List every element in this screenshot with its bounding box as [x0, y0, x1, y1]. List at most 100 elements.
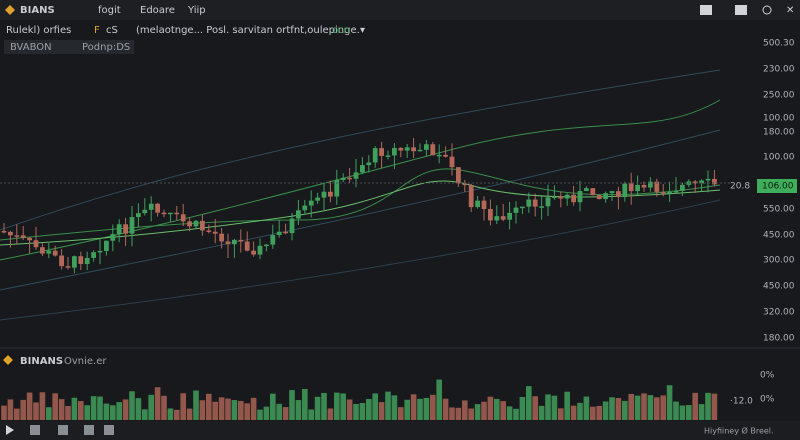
candle [321, 191, 327, 198]
candle [65, 266, 71, 268]
trend-line [0, 180, 721, 246]
candle [232, 239, 237, 245]
last-price: 106.00 [762, 182, 794, 192]
volume-bar [660, 395, 666, 420]
volume-bar [180, 393, 186, 420]
candle [449, 156, 455, 168]
volume-bar [609, 397, 615, 420]
tool[interactable] [30, 425, 40, 435]
volume-bar [430, 394, 436, 420]
trend-line [0, 69, 721, 231]
candle [8, 231, 13, 236]
candle [14, 235, 20, 237]
volume-bar [353, 403, 359, 420]
candle [443, 154, 448, 157]
tool[interactable] [84, 425, 94, 435]
icon-f[interactable]: F [94, 25, 100, 36]
candle [353, 172, 359, 179]
candle [289, 218, 295, 234]
candle [52, 250, 58, 256]
volume-bar [359, 402, 366, 420]
trend-line [0, 168, 721, 241]
volume-bar [65, 405, 71, 420]
candle [475, 200, 480, 208]
volume-bar [142, 409, 148, 420]
tool[interactable] [58, 425, 68, 435]
price-label: 320.00 [763, 308, 795, 318]
candle [206, 230, 212, 232]
candle [436, 154, 442, 157]
trend-line [0, 199, 721, 321]
search-icon[interactable] [762, 5, 772, 15]
volume-bar [58, 399, 65, 420]
volume-bar [692, 392, 698, 420]
candle [398, 147, 404, 151]
volume-bar [231, 400, 238, 420]
vol-brand: BINANS [20, 356, 63, 367]
volume-bar [46, 407, 52, 420]
volume-bar [686, 405, 692, 420]
candle [116, 224, 122, 235]
candle [462, 183, 468, 186]
menu-item[interactable]: fogit [98, 5, 121, 16]
price-label: 450.00 [763, 231, 795, 241]
price-label: 230.00 [763, 65, 795, 75]
candle [545, 197, 551, 207]
candle [244, 241, 250, 251]
candle [584, 188, 589, 192]
tool[interactable] [104, 425, 114, 435]
volume-bar [410, 394, 417, 420]
menu-item[interactable]: Yiip [187, 5, 206, 16]
symbol[interactable]: Rulekl) orfies [6, 25, 71, 36]
volume-bar [654, 397, 660, 420]
candle [392, 147, 397, 156]
candle [526, 199, 532, 207]
candle [264, 244, 269, 247]
candle [110, 234, 116, 241]
candle [155, 203, 160, 213]
play[interactable] [6, 425, 14, 435]
volume-bar [103, 403, 110, 420]
candle [148, 203, 154, 210]
volume-bar [39, 392, 46, 420]
candle [609, 191, 615, 194]
close-icon[interactable]: ✕ [786, 5, 794, 16]
volume-bar [167, 408, 174, 420]
vol-axis: 0% [760, 395, 775, 405]
price-label: 500.30 [763, 39, 795, 49]
candle [577, 191, 583, 203]
pane-label: BVABON [10, 42, 52, 53]
volume-bar [52, 393, 58, 420]
volume-bar [174, 409, 180, 420]
candle [270, 235, 276, 245]
candle [296, 210, 301, 219]
icon-cs[interactable]: cS [106, 25, 118, 36]
menu-item[interactable]: Edoare [140, 5, 175, 16]
volume-bar [154, 387, 161, 420]
volume-bar [193, 390, 199, 420]
candle [97, 250, 103, 253]
volume-bar [7, 399, 14, 420]
volume-bar [129, 391, 135, 420]
price-label: 450.00 [763, 282, 795, 292]
volume-bar [161, 395, 167, 420]
volume-bar [711, 393, 718, 420]
last-left: 20.8 [730, 182, 750, 192]
volume-bar [666, 385, 673, 420]
candle [705, 178, 711, 181]
bottom-bar [0, 421, 800, 440]
candle [680, 184, 685, 191]
volume-bar [334, 392, 340, 420]
trend-line [0, 129, 721, 291]
volume-bar [372, 393, 378, 420]
volume-bar [212, 401, 218, 420]
candle [481, 200, 487, 210]
volume-bar [474, 404, 481, 420]
dropdown[interactable]: ▾ [360, 25, 365, 36]
volume-bar [615, 398, 622, 420]
candle [251, 250, 256, 255]
icon[interactable] [700, 5, 712, 15]
candle [603, 193, 608, 200]
icon[interactable] [735, 5, 747, 15]
candle [628, 183, 634, 192]
